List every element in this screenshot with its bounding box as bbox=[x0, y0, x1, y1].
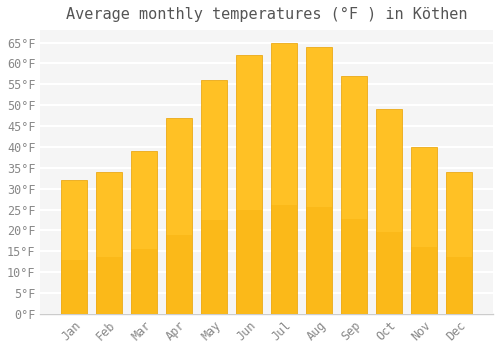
Bar bbox=[411, 247, 438, 314]
Bar bbox=[201, 220, 228, 314]
Bar bbox=[306, 207, 332, 314]
Bar bbox=[376, 232, 402, 314]
Bar bbox=[236, 210, 262, 314]
Bar bbox=[411, 147, 438, 314]
Bar bbox=[271, 205, 297, 314]
Bar bbox=[96, 257, 122, 314]
Bar bbox=[61, 180, 87, 314]
Bar bbox=[341, 219, 367, 314]
Bar bbox=[446, 257, 472, 314]
Bar bbox=[271, 43, 297, 314]
Bar bbox=[61, 260, 87, 314]
Bar bbox=[236, 55, 262, 314]
Bar bbox=[341, 76, 367, 314]
Bar bbox=[376, 109, 402, 314]
Bar bbox=[306, 47, 332, 314]
Title: Average monthly temperatures (°F ) in Köthen: Average monthly temperatures (°F ) in Kö… bbox=[66, 7, 468, 22]
Bar bbox=[131, 151, 157, 314]
Bar bbox=[96, 172, 122, 314]
Bar bbox=[166, 236, 192, 314]
Bar bbox=[166, 118, 192, 314]
Bar bbox=[201, 80, 228, 314]
Bar bbox=[131, 249, 157, 314]
Bar bbox=[446, 172, 472, 314]
